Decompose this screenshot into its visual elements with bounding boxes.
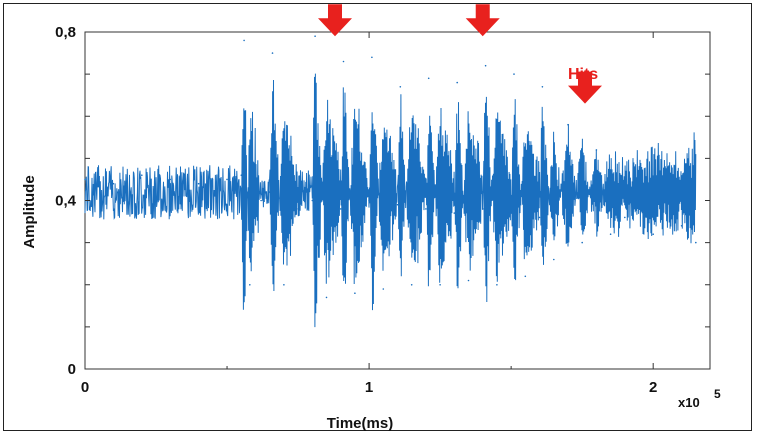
data-point (609, 233, 612, 235)
data-point (268, 191, 271, 193)
x-tick-label: 1 (365, 379, 373, 396)
data-point (581, 241, 583, 244)
data-point (456, 81, 459, 84)
hits-annotation: Hits (568, 66, 598, 83)
data-point (453, 212, 456, 214)
data-point (382, 288, 385, 290)
data-point (169, 178, 171, 181)
data-point (484, 64, 487, 67)
data-point (342, 60, 345, 63)
data-point (260, 199, 262, 202)
data-point (141, 174, 143, 176)
data-point (496, 284, 498, 286)
data-point (84, 178, 86, 181)
data-point (439, 284, 441, 286)
data-point (399, 86, 402, 88)
ticks-layer (84, 31, 710, 370)
data-point (297, 208, 299, 210)
data-point (197, 182, 200, 185)
down-arrow-icon (318, 4, 352, 37)
data-point (680, 225, 683, 227)
x-tick-label: 2 (649, 379, 657, 396)
data-point (325, 296, 328, 299)
data-point (311, 199, 314, 202)
data-point (354, 292, 356, 295)
y-tick-label: 0,8 (55, 24, 76, 41)
annotation-layer: Hits (318, 4, 602, 104)
data-point (283, 284, 285, 286)
data-point (695, 241, 697, 244)
data-point (427, 77, 430, 80)
data-point (595, 149, 598, 151)
data-point (410, 284, 413, 286)
x-axis-title: Time(ms) (327, 415, 393, 432)
series-line (84, 73, 697, 328)
y-tick-label: 0,4 (55, 193, 77, 210)
data-point (271, 52, 274, 54)
data-point (524, 275, 527, 278)
data-point (371, 56, 373, 59)
y-axis-title: Amplitude (21, 175, 38, 248)
data-point (243, 39, 245, 42)
y-tick-label: 0 (68, 361, 76, 378)
data-point (396, 203, 399, 206)
data-point (481, 208, 484, 210)
down-arrow-icon (568, 71, 602, 104)
data-point (553, 258, 555, 261)
data-point (339, 208, 342, 210)
data-point (240, 174, 243, 176)
x-multiplier-exponent: 5 (714, 387, 721, 401)
down-arrow-icon (465, 4, 500, 37)
data-point (624, 216, 626, 219)
data-point (652, 233, 654, 235)
data-point (249, 284, 251, 286)
data-point (541, 86, 544, 88)
data-point (425, 208, 427, 210)
data-point (314, 35, 316, 37)
labels-layer: 0 1 2 0 0,4 0,8 Time(ms) Amplitude x10 5 (21, 24, 721, 432)
x-multiplier-label: x10 (678, 395, 700, 410)
data-point (510, 212, 512, 214)
data-point (226, 178, 228, 181)
data-point (513, 73, 515, 75)
signal-layer (84, 35, 697, 328)
data-point (112, 182, 115, 185)
x-tick-label: 0 (81, 379, 89, 396)
data-point (368, 199, 370, 202)
data-point (567, 123, 569, 126)
data-point (538, 216, 541, 219)
data-point (467, 279, 470, 282)
